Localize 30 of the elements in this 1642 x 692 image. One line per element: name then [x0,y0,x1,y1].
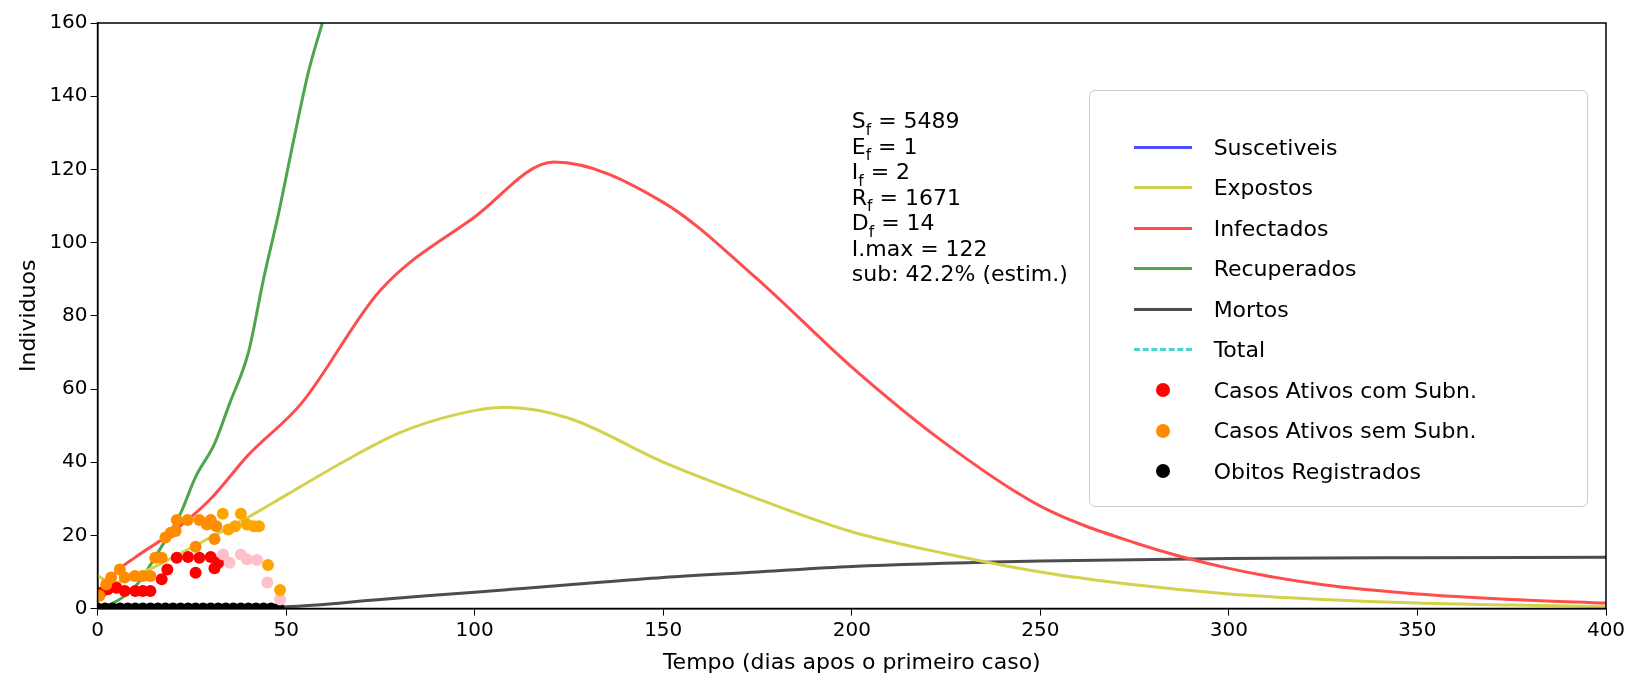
y-tick-label: 140 [49,82,88,107]
y-tick-label: 40 [62,448,88,473]
x-tick-label: 200 [832,616,871,641]
legend-label: Total [1213,337,1266,363]
y-tick-label: 20 [62,521,88,546]
x-tick-label: 350 [1398,616,1437,641]
x-tick-label: 100 [455,616,494,641]
y-tick-label: 60 [62,375,88,400]
y-tick-label: 0 [74,594,88,619]
x-tick-label: 400 [1586,616,1626,641]
x-tick-label: 0 [91,616,104,641]
legend-label: Mortos [1213,296,1289,322]
legend-label: Expostos [1213,175,1313,201]
x-tick-label: 300 [1209,616,1248,641]
legend-label: Obitos Registrados [1213,458,1421,484]
legend-label: Suscetiveis [1213,134,1338,160]
x-tick-label: 50 [273,616,299,641]
legend-label: Infectados [1213,215,1329,241]
annotation: sub: 42.2% (estim.) [851,261,1068,286]
y-tick-label: 160 [49,9,88,34]
legend-label: Recuperados [1213,256,1357,282]
x-axis-title: Tempo (dias apos o primeiro caso) [661,648,1041,674]
x-tick-label: 250 [1021,616,1060,641]
legend-label: Casos Ativos sem Subn. [1213,418,1477,444]
y-tick-label: 100 [49,228,88,253]
y-tick-label: 80 [62,302,88,326]
y-tick-label: 120 [49,155,88,180]
x-tick-label: 150 [644,616,683,641]
y-axis-title: Individuos [14,259,40,373]
legend-label: Casos Ativos com Subn. [1213,377,1477,403]
